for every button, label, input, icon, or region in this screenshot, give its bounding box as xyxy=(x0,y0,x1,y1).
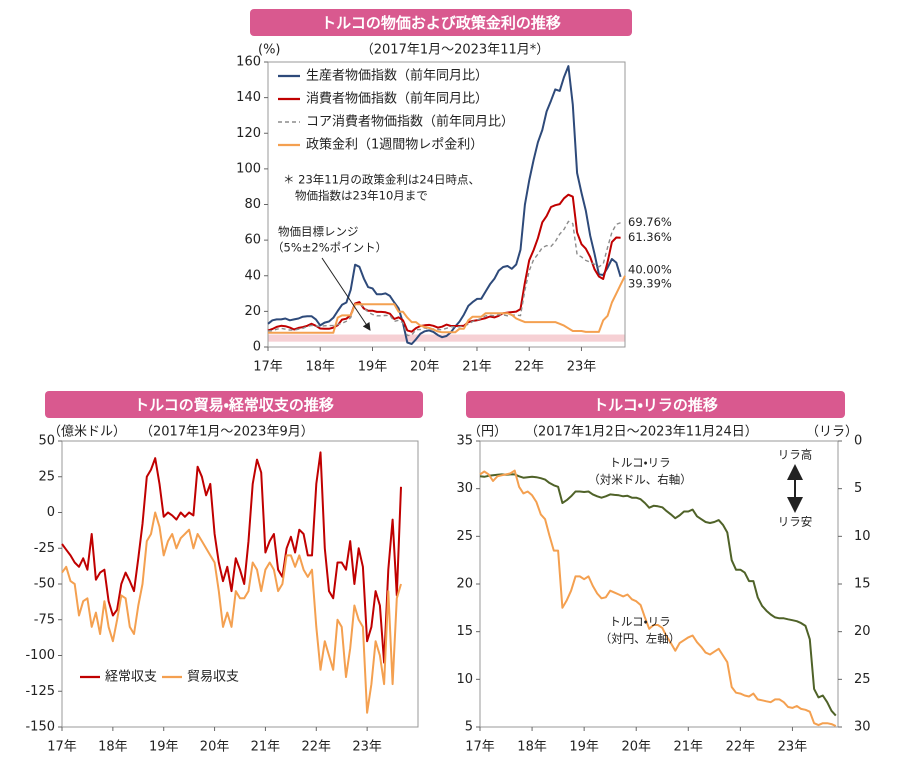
x-tick-label: 20年 xyxy=(410,360,440,375)
annotation: （5%±2%ポイント） xyxy=(272,241,387,255)
x-tick-label: 18年 xyxy=(517,740,547,755)
y2-tick-label: 15 xyxy=(854,577,871,592)
y-tick-label: 20 xyxy=(244,304,261,319)
x-tick-label: 18年 xyxy=(98,740,128,755)
y-tick-label: 20 xyxy=(456,577,473,592)
y-tick-label: 15 xyxy=(456,624,473,639)
end-value-label: 39.39% xyxy=(628,276,672,290)
y2-tick-label: 25 xyxy=(854,672,871,687)
chart-title: トルコの貿易・経常収支の推移 xyxy=(134,396,334,414)
y-tick-label: 0 xyxy=(253,340,261,355)
y-tick-label: -125 xyxy=(25,684,55,699)
chart-title: トルコの物価および政策金利の推移 xyxy=(321,14,561,32)
x-tick-label: 22年 xyxy=(726,740,756,755)
annotation: リラ安 xyxy=(778,515,813,529)
y-tick-label: 35 xyxy=(456,434,473,449)
y-tick-label: 140 xyxy=(236,90,261,105)
y-tick-label: 160 xyxy=(236,55,261,70)
subtitle: （2017年1月～2023年11月*） xyxy=(361,43,549,58)
x-tick-label: 18年 xyxy=(305,360,335,375)
legend-label: 生産者物価指数（前年同月比） xyxy=(306,68,488,84)
y-tick-label: -50 xyxy=(34,577,55,592)
annotation-arrow xyxy=(321,257,371,331)
subtitle: （2017年1月～2023年9月） xyxy=(140,425,314,440)
legend-label: 政策金利（1週間物レポ金利） xyxy=(306,137,483,153)
legend-label: コア消費者物価指数（前年同月比） xyxy=(306,114,514,130)
annotation: 物価指数は23年10月まで xyxy=(295,189,428,203)
x-tick-label: 20年 xyxy=(200,740,230,755)
y-tick-label: 30 xyxy=(456,481,473,496)
x-tick-label: 22年 xyxy=(302,740,332,755)
title-banner xyxy=(45,391,423,418)
series-line xyxy=(267,220,621,337)
subtitle: （2017年1月2日～2023年11月24日） xyxy=(525,425,758,440)
y2-tick-label: 10 xyxy=(854,529,871,544)
y2-unit: （リラ） xyxy=(806,425,858,440)
y-unit: （億米ドル） xyxy=(48,425,126,440)
end-value-label: 69.76% xyxy=(628,215,672,229)
x-tick-label: 22年 xyxy=(514,360,544,375)
series-label: トルコ・リラ xyxy=(609,615,670,629)
x-tick-label: 20年 xyxy=(621,740,651,755)
y-tick-label: -150 xyxy=(25,720,55,735)
x-tick-label: 23年 xyxy=(778,740,808,755)
y-tick-label: 10 xyxy=(456,672,473,687)
chart-title: トルコ・リラの推移 xyxy=(593,396,718,414)
x-tick-label: 21年 xyxy=(674,740,704,755)
y-tick-label: -75 xyxy=(34,612,55,627)
end-value-label: 40.00% xyxy=(628,262,672,276)
series-line xyxy=(61,451,402,664)
y2-tick-label: 30 xyxy=(854,720,871,735)
series-line xyxy=(268,275,626,334)
series-line xyxy=(479,473,837,717)
x-tick-label: 19年 xyxy=(569,740,599,755)
y2-tick-label: 0 xyxy=(854,434,862,449)
legend-label: 貿易収支 xyxy=(187,670,239,685)
y-tick-label: 50 xyxy=(38,434,55,449)
annotation: リラ高 xyxy=(778,448,813,462)
x-tick-label: 17年 xyxy=(253,360,283,375)
legend-label: 経常収支 xyxy=(105,670,157,685)
series-line xyxy=(267,193,621,333)
y-tick-label: 25 xyxy=(456,529,473,544)
title-banner xyxy=(250,9,632,36)
x-tick-label: 17年 xyxy=(47,740,77,755)
x-tick-label: 23年 xyxy=(352,740,382,755)
x-tick-label: 19年 xyxy=(358,360,388,375)
y-tick-label: -100 xyxy=(25,648,55,663)
end-value-label: 61.36% xyxy=(628,230,672,244)
y-tick-label: 0 xyxy=(47,505,55,520)
x-tick-label: 17年 xyxy=(465,740,495,755)
series-line xyxy=(267,65,622,345)
series-label: トルコ・リラ xyxy=(609,456,670,470)
series-note: （対米ドル、右軸） xyxy=(588,473,692,487)
y-tick-label: 25 xyxy=(38,469,55,484)
series-line xyxy=(61,511,402,714)
y-tick-label: 80 xyxy=(244,197,261,212)
legend-label: 消費者物価指数（前年同月比） xyxy=(306,91,488,107)
y2-tick-label: 5 xyxy=(854,481,862,496)
x-tick-label: 19年 xyxy=(149,740,179,755)
annotation: 物価目標レンジ xyxy=(278,225,359,239)
y2-tick-label: 20 xyxy=(854,624,871,639)
y-tick-label: 5 xyxy=(465,720,473,735)
y-tick-label: 100 xyxy=(236,161,261,176)
y-tick-label: 40 xyxy=(244,268,261,283)
y-tick-label: 60 xyxy=(244,233,261,248)
x-tick-label: 23年 xyxy=(567,360,597,375)
y-tick-label: -25 xyxy=(34,541,55,556)
series-note: （対円、左軸） xyxy=(600,632,681,646)
annotation: ＊ 23年11月の政策金利は24日時点、 xyxy=(283,173,480,187)
target-band xyxy=(268,334,625,342)
x-tick-label: 21年 xyxy=(462,360,492,375)
series-line xyxy=(479,469,837,727)
x-tick-label: 21年 xyxy=(251,740,281,755)
y-unit: (%) xyxy=(258,43,281,58)
title-banner xyxy=(466,391,845,418)
y-tick-label: 120 xyxy=(236,126,261,141)
y-unit: （円） xyxy=(468,425,507,440)
